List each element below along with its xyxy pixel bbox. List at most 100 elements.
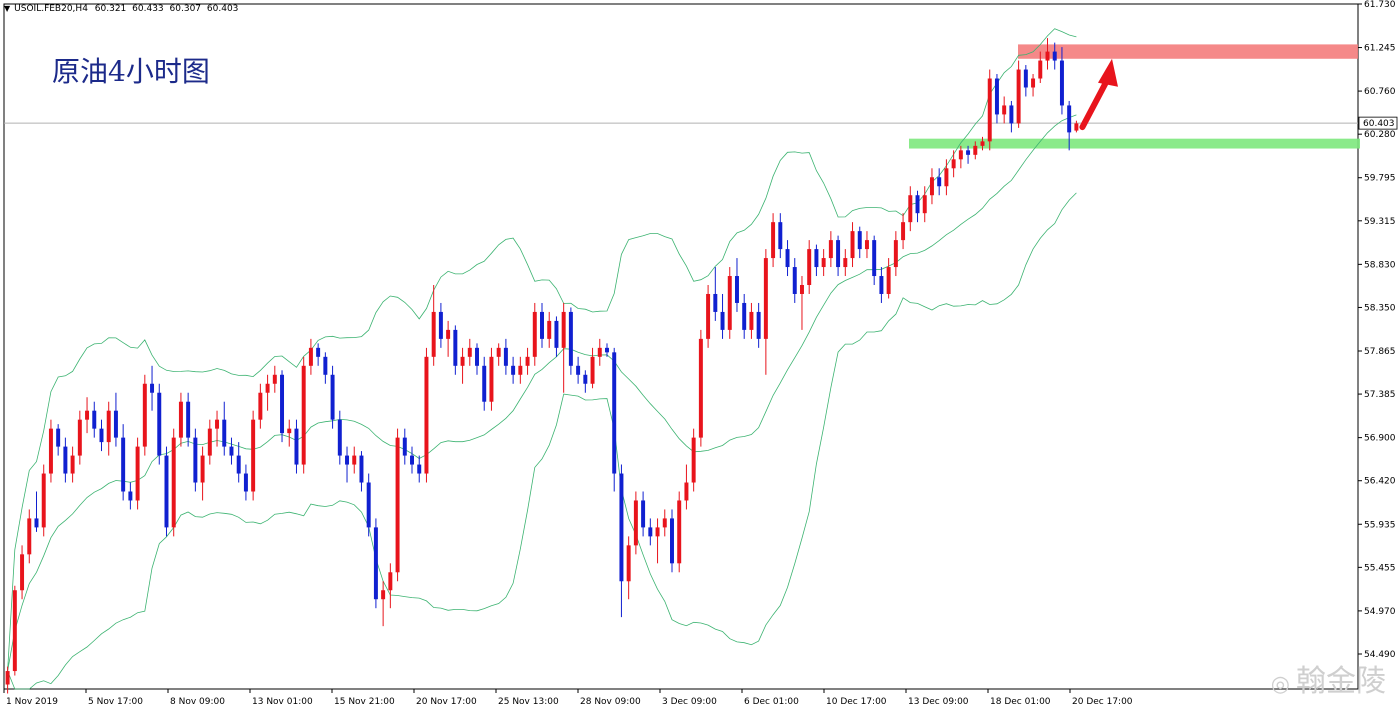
candle [561,302,566,393]
candle-body [265,383,270,393]
candle-body [157,392,162,456]
candle-body [958,150,963,160]
y-tick-label: 54.490 [1364,650,1396,660]
candle [251,410,256,501]
candle-body [807,249,812,286]
candle [677,491,682,573]
candle-body [1067,105,1072,133]
candle [308,338,313,375]
high-value: 60.433 [132,4,164,14]
candle-body [251,419,256,492]
candle [915,190,920,223]
candle [691,428,696,492]
candle-body [872,240,877,277]
x-tick-label: 1 Nov 2019 [6,697,58,707]
candle [879,267,884,303]
candle-body [388,572,393,591]
candle [460,347,465,384]
candle-body [453,329,458,366]
candle [929,168,934,205]
plot-frame [3,3,1359,690]
candle [836,235,841,277]
candle-body [944,168,949,187]
candle [1038,51,1043,84]
x-tick-label: 8 Nov 09:00 [170,697,225,707]
candle-body [857,231,862,250]
candle-body [460,356,465,366]
candle-body [532,311,537,357]
candle [771,213,776,268]
candle [850,222,855,268]
candle-body [843,258,848,268]
candle [222,401,227,456]
candle-body [662,518,667,528]
candle-body [590,356,595,384]
candle-body [771,222,776,259]
candle [164,446,169,537]
candle [113,392,118,447]
candle [662,509,667,537]
low-value: 60.307 [169,4,202,14]
candle-body [937,177,942,187]
y-tick-label: 55.935 [1364,520,1396,530]
candle-body [178,401,183,438]
candle-body [215,419,220,429]
y-tick-label: 57.385 [1364,390,1396,400]
candle [106,401,111,456]
candle-body [792,267,797,294]
candle [200,446,205,501]
candle [323,352,328,384]
candle-body [886,267,891,294]
candle [987,69,992,151]
candle-body [670,518,674,564]
candle [1002,96,1007,124]
candle [41,464,46,537]
candle [381,581,386,627]
candle-body [648,527,653,537]
candle [70,446,75,483]
candle [756,302,761,348]
candle [734,258,739,312]
candle-body [503,347,508,366]
candle [402,428,407,465]
x-tick-label: 13 Nov 01:00 [252,697,313,707]
candle [424,347,429,483]
candle-body [727,276,732,330]
close-value: 60.403 [206,4,239,14]
candle-body [929,177,934,196]
candle-body [258,392,263,420]
candle-body [366,482,371,528]
candle-body [150,383,155,393]
candle-body [475,347,479,366]
candle [872,235,877,286]
candle-body [1031,78,1036,88]
candle [258,383,263,429]
x-tick-label: 20 Nov 17:00 [416,697,477,707]
collapse-triangle-icon[interactable]: ▼ [4,4,11,13]
weibo-logo-icon: ◎ [1270,672,1290,697]
candle [1023,65,1028,97]
candle [633,491,638,555]
candle-body [778,222,783,250]
y-tick-label: 56.900 [1364,434,1396,444]
candle-body [142,383,147,447]
candle-body [850,231,855,259]
candle-body [27,518,32,555]
candle-body [482,365,487,402]
candle-body [77,419,82,456]
x-tick-label: 6 Dec 01:00 [744,697,799,707]
candle [944,159,949,196]
candle-body [20,554,25,591]
candle [857,226,862,259]
candle-body [272,374,277,384]
candle-body [417,464,422,474]
candle [908,186,913,232]
candle [135,437,140,510]
candle-body [821,258,826,268]
candle-body [92,410,97,429]
x-tick-label: 3 Dec 09:00 [662,697,717,707]
candle-body [316,347,321,357]
candle [605,343,609,357]
